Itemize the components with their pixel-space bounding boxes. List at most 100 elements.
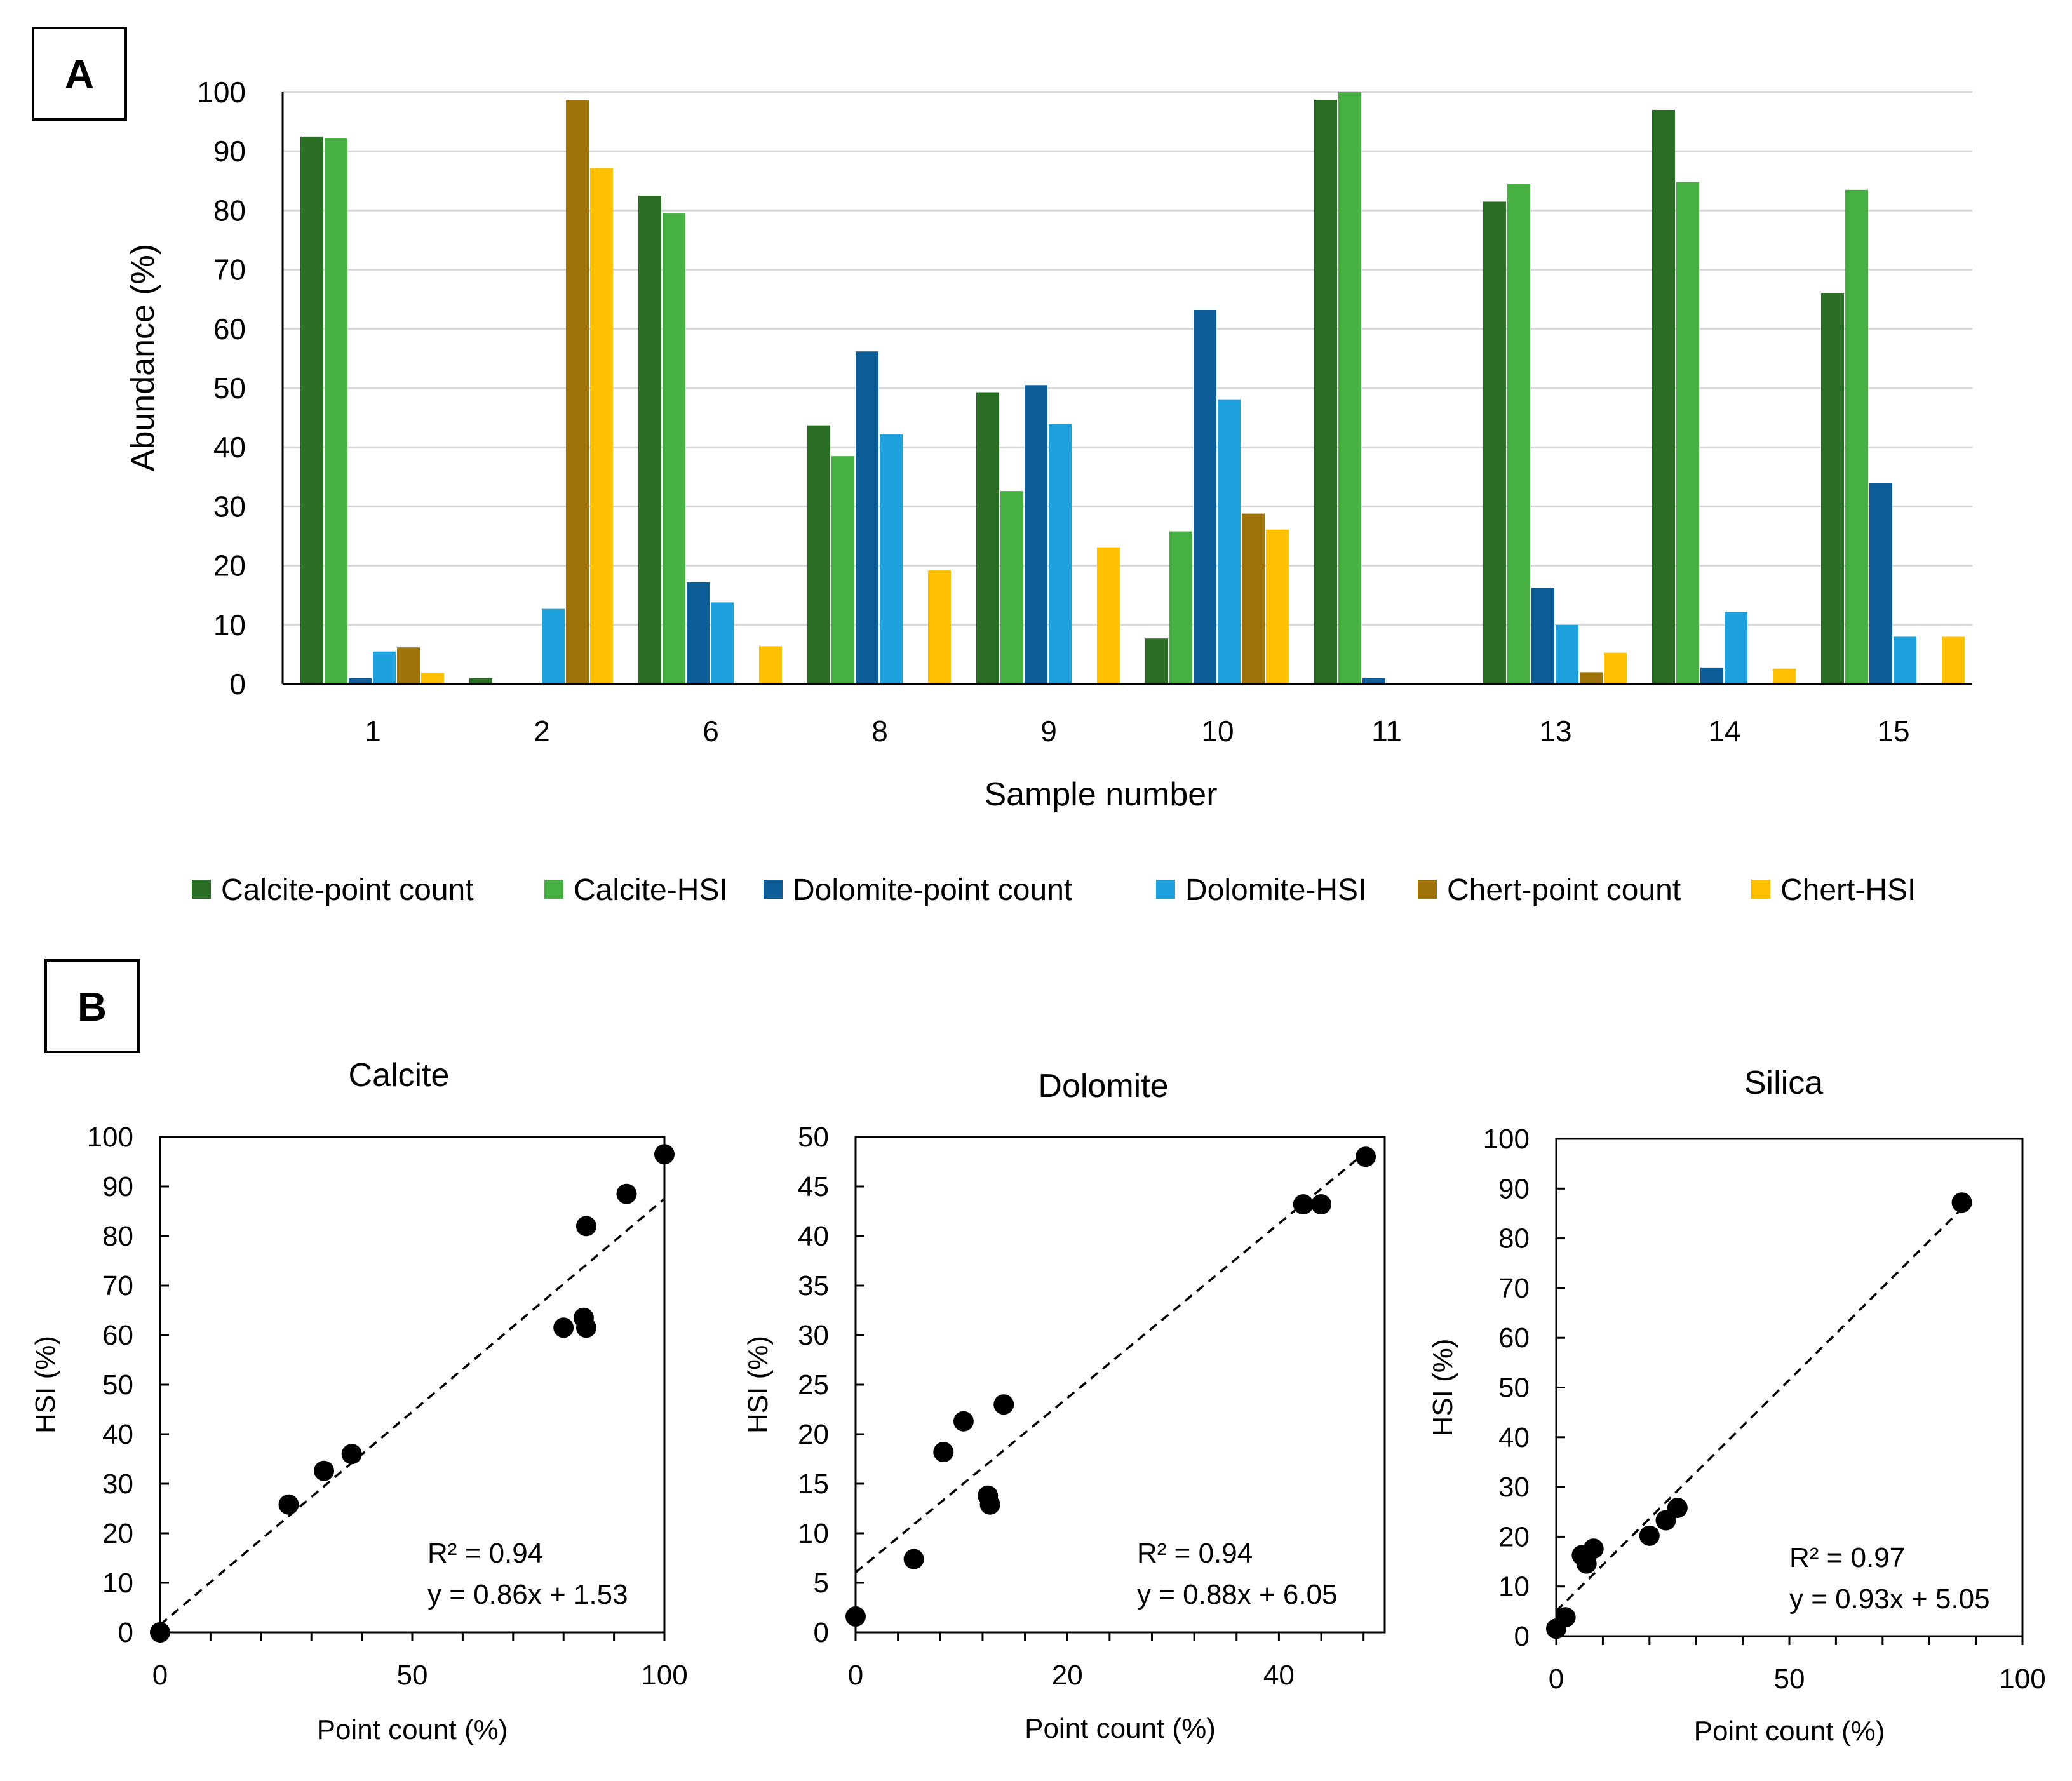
calcite-y-tick-label-0: 0 (118, 1617, 133, 1648)
legend-swatch-dolomite-hsi (1156, 880, 1175, 899)
y-tick-label-90: 90 (213, 135, 246, 168)
dolomite-trendline (854, 1151, 1367, 1573)
bar-dolomite-point-sample-11 (1362, 678, 1385, 684)
bar-chert-hsi-sample-15 (1942, 636, 1965, 684)
bar-calcite-hsi-sample-8 (831, 456, 854, 684)
bar-chart-y-axis-title: Abundance (%) (124, 244, 161, 471)
legend-label-chert-point: Chert-point count (1447, 873, 1681, 907)
dolomite-y-tick-label-10: 10 (798, 1518, 829, 1549)
legend-swatch-chert-point (1418, 880, 1437, 899)
dolomite-y-tick-label-15: 15 (798, 1468, 829, 1500)
bar-chert-hsi-sample-13 (1604, 652, 1627, 684)
legend-item-chert-point: Chert-point count (1418, 873, 1681, 907)
calcite-y-tick-label-20: 20 (102, 1518, 133, 1549)
silica-data-point (1951, 1192, 1972, 1213)
bar-chert-hsi-sample-2 (590, 168, 613, 684)
calcite-y-tick-label-50: 50 (102, 1369, 133, 1401)
y-tick-label-20: 20 (213, 549, 246, 582)
silica-y-tick-label-40: 40 (1498, 1422, 1530, 1453)
calcite-data-point (314, 1460, 335, 1481)
bar-calcite-hsi-sample-6 (663, 213, 685, 684)
bar-chart-x-ticks: 1 2 6 8 9 10 11 13 14 15 (365, 715, 1909, 748)
legend-item-dolomite-hsi: Dolomite-HSI (1156, 873, 1366, 907)
bar-calcite-hsi-sample-1 (325, 138, 347, 685)
calcite-scatter-plot: 0 10 20 30 40 50 60 70 80 90 100 0 50 100 Calcite Point… (30, 1057, 688, 1745)
bar-chart-gridlines (283, 91, 1972, 626)
bar-calcite-point-sample-6 (638, 196, 661, 685)
bar-chart: 0 10 20 30 40 50 60 70 80 90 100 1 2 6 8 9 10 11 13 14 15 S… (124, 76, 1972, 907)
dolomite-y-tick-label-5: 5 (814, 1568, 829, 1599)
x-tick-label-13: 13 (1539, 715, 1571, 748)
bar-chert-point-sample-2 (566, 100, 589, 685)
calcite-y-axis-title: HSI (%) (30, 1336, 61, 1434)
dolomite-trend-equation: y = 0.88x + 6.05 (1137, 1579, 1338, 1610)
panel-b-label: B (44, 959, 140, 1053)
y-tick-label-60: 60 (213, 313, 246, 346)
dolomite-y-tick-label-50: 50 (798, 1122, 829, 1153)
dolomite-y-tick-label-30: 30 (798, 1320, 829, 1351)
silica-data-point (1583, 1538, 1604, 1559)
calcite-data-point (654, 1144, 675, 1165)
calcite-data-point (150, 1622, 170, 1643)
calcite-x-tick-label-50: 50 (397, 1660, 428, 1691)
calcite-x-tick-label-0: 0 (152, 1660, 168, 1691)
dolomite-data-point (903, 1549, 924, 1569)
silica-r-squared: R² = 0.97 (1789, 1542, 1905, 1573)
dolomite-y-tick-label-25: 25 (798, 1369, 829, 1401)
legend-label-chert-hsi: Chert-HSI (1780, 873, 1916, 907)
calcite-y-tick-label-80: 80 (102, 1221, 133, 1252)
calcite-y-tick-label-60: 60 (102, 1320, 133, 1351)
dolomite-x-axis-title: Point count (%) (1025, 1713, 1216, 1744)
dolomite-y-tick-label-40: 40 (798, 1221, 829, 1252)
bar-chert-hsi-sample-6 (759, 646, 782, 684)
legend-swatch-dolomite-point (764, 880, 783, 899)
calcite-plot-title: Calcite (349, 1057, 450, 1094)
bar-chart-bars (300, 92, 1965, 685)
dolomite-plot-title: Dolomite (1038, 1068, 1168, 1105)
legend-item-dolomite-point: Dolomite-point count (764, 873, 1072, 907)
dolomite-y-tick-label-20: 20 (798, 1419, 829, 1450)
x-tick-label-14: 14 (1708, 715, 1740, 748)
silica-y-axis-title: HSI (%) (1427, 1339, 1458, 1437)
calcite-y-tick-label-30: 30 (102, 1468, 133, 1500)
bar-calcite-hsi-sample-11 (1338, 92, 1361, 684)
legend-label-calcite-point: Calcite-point count (221, 873, 474, 907)
x-tick-label-6: 6 (703, 715, 719, 748)
bar-calcite-hsi-sample-10 (1169, 531, 1192, 684)
bar-dolomite-hsi-sample-9 (1049, 424, 1072, 684)
dolomite-y-tick-label-0: 0 (814, 1617, 829, 1648)
bar-dolomite-point-sample-10 (1194, 309, 1216, 684)
dolomite-r-squared: R² = 0.94 (1137, 1538, 1253, 1569)
legend-item-chert-hsi: Chert-HSI (1751, 873, 1916, 907)
dolomite-y-tick-label-45: 45 (798, 1171, 829, 1202)
bar-dolomite-point-sample-1 (349, 678, 372, 684)
y-tick-label-80: 80 (213, 194, 246, 227)
silica-x-axis-title: Point count (%) (1694, 1716, 1885, 1747)
bar-dolomite-hsi-sample-2 (542, 608, 565, 684)
dolomite-x-tick-label-0: 0 (848, 1660, 863, 1691)
silica-y-tick-label-20: 20 (1498, 1521, 1530, 1552)
x-tick-label-11: 11 (1371, 715, 1402, 748)
bar-chart-y-ticks: 0 10 20 30 40 50 60 70 80 90 100 (197, 76, 246, 701)
bar-chart-x-axis-title: Sample number (984, 776, 1217, 813)
bar-chert-hsi-sample-9 (1097, 547, 1120, 684)
dolomite-data-point (1293, 1194, 1314, 1215)
y-tick-label-0: 0 (229, 668, 246, 701)
y-tick-label-100: 100 (197, 76, 246, 109)
legend-label-dolomite-hsi: Dolomite-HSI (1185, 873, 1366, 907)
bar-chert-point-sample-10 (1242, 513, 1265, 684)
calcite-y-tick-label-10: 10 (102, 1568, 133, 1599)
dolomite-y-axis-title: HSI (%) (743, 1336, 774, 1434)
legend-swatch-chert-hsi (1751, 880, 1770, 899)
calcite-y-tick-label-90: 90 (102, 1171, 133, 1202)
bar-dolomite-hsi-sample-13 (1556, 624, 1578, 684)
x-tick-label-10: 10 (1201, 715, 1234, 748)
silica-y-tick-label-60: 60 (1498, 1322, 1530, 1354)
legend-swatch-calcite-point (192, 880, 211, 899)
x-tick-label-9: 9 (1040, 715, 1057, 748)
bar-calcite-point-sample-15 (1821, 293, 1844, 684)
dolomite-data-point (1356, 1146, 1376, 1167)
calcite-data-point (616, 1183, 637, 1204)
bar-dolomite-point-sample-14 (1700, 667, 1723, 684)
